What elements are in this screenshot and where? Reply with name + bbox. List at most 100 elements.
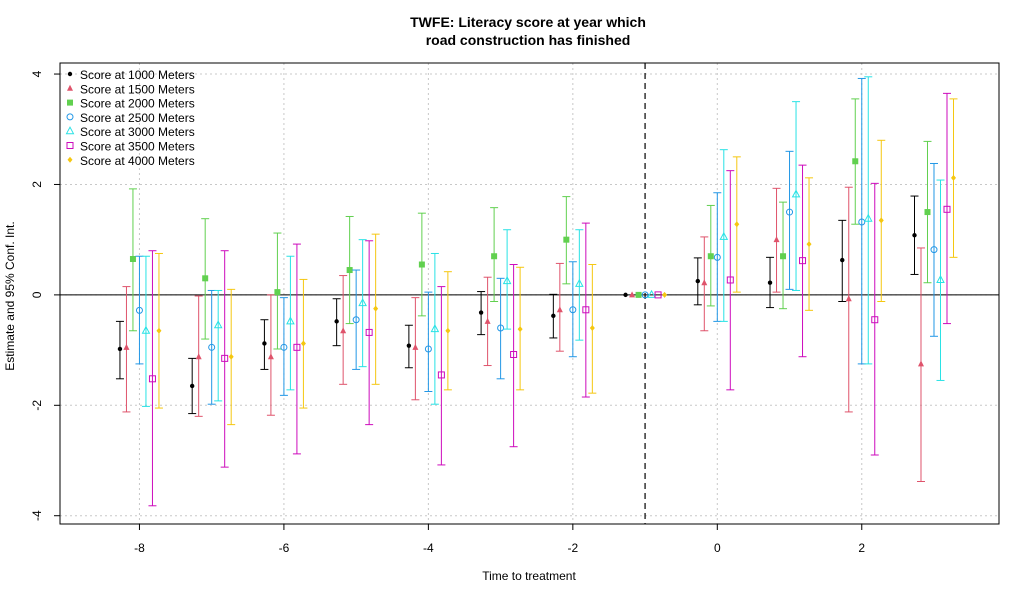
point-marker <box>780 253 787 260</box>
point-marker <box>135 306 143 314</box>
point-marker <box>635 291 642 298</box>
point-marker <box>695 278 700 284</box>
point-marker <box>293 343 301 351</box>
point-marker <box>221 354 229 362</box>
point-marker <box>936 274 945 283</box>
point-marker <box>478 310 484 315</box>
legend-symbol <box>65 126 75 135</box>
point-marker <box>510 351 518 359</box>
series-7 <box>154 98 958 426</box>
point-marker <box>286 316 295 325</box>
series-1 <box>115 195 919 415</box>
point-marker <box>156 327 162 334</box>
point-marker <box>195 353 202 360</box>
plot-area: -8 -6 -4 -2 0 2 -4 -2 0 2 4 <box>30 62 1000 555</box>
y-tick-label: 2 <box>30 181 44 188</box>
point-marker <box>773 236 780 243</box>
series-2 <box>122 186 925 482</box>
point-marker <box>365 328 373 336</box>
point-marker <box>726 276 734 284</box>
legend-symbol <box>67 156 73 163</box>
legend-label: Score at 3500 Meters <box>80 140 195 154</box>
point-marker <box>497 324 505 332</box>
point-marker <box>806 241 812 248</box>
point-marker <box>502 276 512 285</box>
point-marker <box>123 343 130 350</box>
x-tick-label: -6 <box>279 541 290 555</box>
point-marker <box>418 261 425 268</box>
point-marker <box>950 174 956 181</box>
legend-item: Score at 4000 Meters <box>67 154 195 168</box>
point-marker <box>930 246 938 254</box>
point-marker <box>863 213 873 222</box>
legend-label: Score at 1500 Meters <box>80 82 195 96</box>
point-marker <box>582 306 590 314</box>
point-marker <box>629 291 636 298</box>
legend-label: Score at 4000 Meters <box>80 154 195 168</box>
point-marker <box>274 289 281 296</box>
legend-item: Score at 2500 Meters <box>66 111 195 125</box>
point-marker <box>280 343 288 351</box>
point-marker <box>641 291 649 299</box>
legend-symbol <box>67 71 73 77</box>
point-marker <box>767 280 773 285</box>
x-tick-label: -4 <box>423 541 434 555</box>
point-marker <box>840 257 845 263</box>
point-marker <box>589 325 595 332</box>
point-marker <box>406 343 412 348</box>
point-marker <box>213 320 223 329</box>
point-marker <box>117 346 123 352</box>
point-marker <box>701 279 708 286</box>
chart-title-line-1: TWFE: Literacy score at year which <box>410 14 646 30</box>
point-marker <box>575 278 584 287</box>
point-marker <box>924 209 931 216</box>
legend-symbol <box>66 142 74 149</box>
point-marker <box>912 233 917 238</box>
point-marker <box>189 383 195 389</box>
point-marker <box>569 306 577 314</box>
plot-frame <box>59 62 1000 525</box>
legend-symbol <box>67 99 73 106</box>
point-marker <box>148 375 156 383</box>
point-marker <box>262 341 267 346</box>
point-marker <box>424 345 432 353</box>
point-marker <box>412 343 419 350</box>
point-marker <box>556 306 563 313</box>
point-marker <box>845 295 852 302</box>
legend-item: Score at 2000 Meters <box>67 97 195 111</box>
point-marker <box>654 291 662 299</box>
point-marker <box>852 158 859 165</box>
point-marker <box>202 275 209 282</box>
series-4 <box>135 77 938 405</box>
point-marker <box>878 217 884 224</box>
y-axis-label: Estimate and 95% Conf. Int. <box>3 221 17 370</box>
point-marker <box>430 324 440 333</box>
legend-symbol <box>66 113 74 121</box>
point-marker <box>358 298 367 307</box>
point-marker <box>662 291 668 298</box>
y-tick-label: -4 <box>30 510 44 521</box>
x-tick-label: -2 <box>568 541 579 555</box>
series-3 <box>128 98 932 350</box>
legend-item: Score at 1000 Meters <box>67 68 195 82</box>
point-marker <box>346 267 353 274</box>
point-marker <box>373 305 379 312</box>
x-tick-label: -8 <box>134 541 145 555</box>
point-marker <box>352 316 360 324</box>
x-tick-label: 0 <box>714 541 721 555</box>
point-marker <box>445 327 451 334</box>
point-marker <box>943 205 951 213</box>
point-marker <box>300 340 306 347</box>
point-marker <box>517 326 523 333</box>
legend-item: Score at 3000 Meters <box>65 125 195 139</box>
point-marker <box>437 371 445 379</box>
point-marker <box>786 208 794 216</box>
point-marker <box>719 231 729 240</box>
point-marker <box>707 253 714 260</box>
point-marker <box>491 253 498 260</box>
y-tick-label: 4 <box>30 70 44 77</box>
point-marker <box>647 289 656 298</box>
series-6 <box>148 92 951 507</box>
